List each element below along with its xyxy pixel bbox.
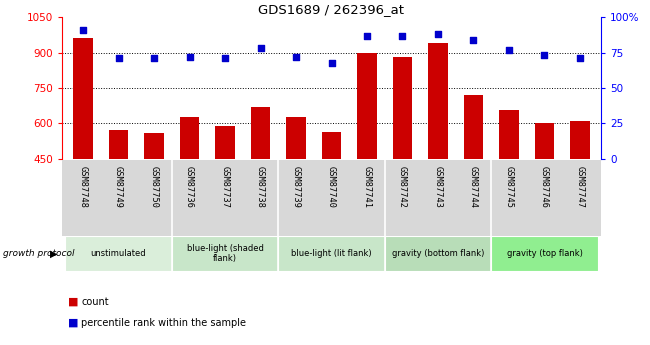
Bar xyxy=(286,117,306,265)
Bar xyxy=(322,131,341,265)
Point xyxy=(255,46,266,51)
Text: growth protocol: growth protocol xyxy=(3,249,75,258)
Bar xyxy=(144,133,164,265)
Point xyxy=(575,56,585,61)
Title: GDS1689 / 262396_at: GDS1689 / 262396_at xyxy=(259,3,404,16)
Bar xyxy=(499,110,519,265)
Point xyxy=(220,56,230,61)
Text: ▶: ▶ xyxy=(49,249,57,258)
Point xyxy=(540,53,550,58)
Bar xyxy=(491,236,598,271)
Text: GSM87745: GSM87745 xyxy=(504,167,514,208)
Bar xyxy=(73,38,93,265)
Text: count: count xyxy=(81,297,109,307)
Text: GSM87738: GSM87738 xyxy=(256,167,265,208)
Text: GSM87742: GSM87742 xyxy=(398,167,407,208)
Text: GSM87746: GSM87746 xyxy=(540,167,549,208)
Text: blue-light (shaded
flank): blue-light (shaded flank) xyxy=(187,244,263,263)
Text: GSM87737: GSM87737 xyxy=(220,167,229,208)
Text: GSM87739: GSM87739 xyxy=(291,167,300,208)
Text: GSM87741: GSM87741 xyxy=(363,167,372,208)
Text: GSM87750: GSM87750 xyxy=(150,167,159,208)
Bar xyxy=(570,121,590,265)
Point xyxy=(504,47,514,52)
Text: ■: ■ xyxy=(68,297,79,307)
Text: GSM87743: GSM87743 xyxy=(434,167,443,208)
Bar xyxy=(428,43,448,265)
Point xyxy=(468,37,478,43)
Text: ■: ■ xyxy=(68,318,79,327)
Bar xyxy=(215,126,235,265)
Text: blue-light (lit flank): blue-light (lit flank) xyxy=(291,249,372,258)
Text: GSM87748: GSM87748 xyxy=(79,167,88,208)
Bar xyxy=(251,107,270,265)
Text: GSM87744: GSM87744 xyxy=(469,167,478,208)
Point xyxy=(185,54,195,60)
Bar xyxy=(180,117,200,265)
Bar xyxy=(463,95,483,265)
Point xyxy=(78,27,88,33)
Point xyxy=(291,54,301,60)
Bar xyxy=(109,130,128,265)
Point xyxy=(326,60,337,65)
Text: gravity (bottom flank): gravity (bottom flank) xyxy=(392,249,484,258)
Text: GSM87740: GSM87740 xyxy=(327,167,336,208)
Text: GSM87749: GSM87749 xyxy=(114,167,123,208)
Point xyxy=(433,31,443,37)
Bar xyxy=(65,236,172,271)
Point xyxy=(397,33,408,38)
Bar xyxy=(358,52,377,265)
Bar xyxy=(278,236,385,271)
Bar xyxy=(535,123,554,265)
Text: GSM87747: GSM87747 xyxy=(575,167,584,208)
Text: gravity (top flank): gravity (top flank) xyxy=(506,249,582,258)
Text: percentile rank within the sample: percentile rank within the sample xyxy=(81,318,246,327)
Point xyxy=(113,56,124,61)
Text: GSM87736: GSM87736 xyxy=(185,167,194,208)
Point xyxy=(149,56,159,61)
Bar xyxy=(385,236,491,271)
Text: unstimulated: unstimulated xyxy=(91,249,146,258)
Bar xyxy=(393,57,412,265)
Point xyxy=(362,33,372,38)
Bar xyxy=(172,236,278,271)
